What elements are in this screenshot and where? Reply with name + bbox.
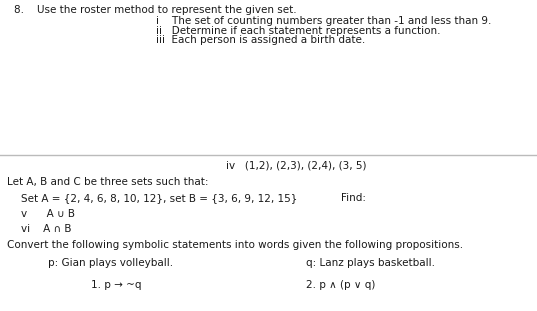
Text: Find:: Find: <box>341 193 366 203</box>
Text: vi    A ∩ B: vi A ∩ B <box>21 224 72 234</box>
Text: ii   Determine if each statement represents a function.: ii Determine if each statement represent… <box>156 26 440 35</box>
Text: 1. p → ~q: 1. p → ~q <box>91 281 142 290</box>
Bar <box>0 0 537 155</box>
Text: i    The set of counting numbers greater than -1 and less than 9.: i The set of counting numbers greater th… <box>156 16 491 26</box>
Text: v      A ∪ B: v A ∪ B <box>21 209 76 219</box>
Text: 2. p ∧ (p ∨ q): 2. p ∧ (p ∨ q) <box>306 281 375 290</box>
Text: Set A = {2, 4, 6, 8, 10, 12}, set B = {3, 6, 9, 12, 15}: Set A = {2, 4, 6, 8, 10, 12}, set B = {3… <box>21 193 298 203</box>
Text: p: Gian plays volleyball.: p: Gian plays volleyball. <box>48 258 173 268</box>
Text: 8.    Use the roster method to represent the given set.: 8. Use the roster method to represent th… <box>14 5 297 16</box>
Bar <box>0 155 537 311</box>
Text: q: Lanz plays basketball.: q: Lanz plays basketball. <box>306 258 435 268</box>
Text: Let A, B and C be three sets such that:: Let A, B and C be three sets such that: <box>7 177 208 187</box>
Text: Convert the following symbolic statements into words given the following proposi: Convert the following symbolic statement… <box>7 240 463 250</box>
Text: iv   (1,2), (2,3), (2,4), (3, 5): iv (1,2), (2,3), (2,4), (3, 5) <box>226 161 366 171</box>
Text: iii  Each person is assigned a birth date.: iii Each person is assigned a birth date… <box>156 35 365 45</box>
